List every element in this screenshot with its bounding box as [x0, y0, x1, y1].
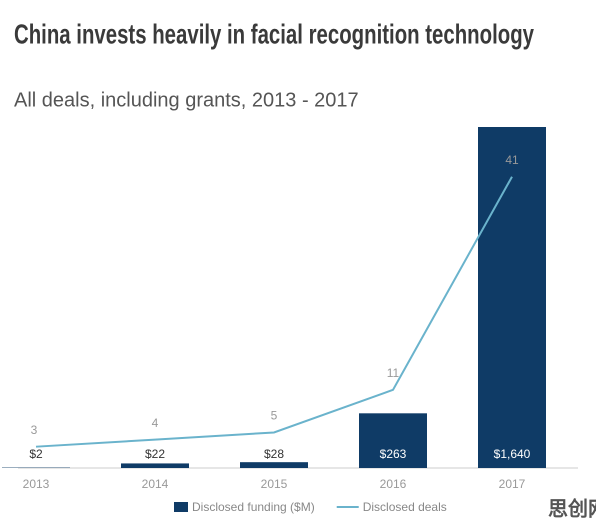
legend-label: Disclosed deals: [363, 500, 447, 514]
line-value-label: 41: [505, 153, 519, 167]
x-tick-label: 2016: [380, 477, 407, 491]
bar-value-label: $263: [380, 447, 407, 461]
x-tick-label: 2017: [499, 477, 526, 491]
x-tick-label: 2013: [23, 477, 50, 491]
line-value-label: 5: [271, 409, 278, 423]
line-value-label: 3: [31, 423, 38, 437]
bar-value-label: $28: [264, 447, 284, 461]
chart-title: China invests heavily in facial recognit…: [14, 18, 534, 49]
line-value-label: 11: [387, 366, 400, 380]
bar-value-label: $2: [29, 447, 43, 461]
bar: [478, 127, 546, 468]
legend-label: Disclosed funding ($M): [192, 500, 315, 514]
chart-subtitle: All deals, including grants, 2013 - 2017: [14, 89, 359, 111]
line-value-label: 4: [152, 416, 159, 430]
bar-value-label: $22: [145, 447, 165, 461]
line: [35, 176, 513, 448]
bar: [240, 462, 308, 468]
x-tick-label: 2015: [261, 477, 288, 491]
x-tick-label: 2014: [142, 477, 169, 491]
bar: [359, 413, 427, 468]
watermark: 思创网: [548, 496, 596, 520]
bar-value-label: $1,640: [494, 447, 531, 461]
legend-swatch: [174, 502, 188, 512]
bar: [121, 463, 189, 468]
